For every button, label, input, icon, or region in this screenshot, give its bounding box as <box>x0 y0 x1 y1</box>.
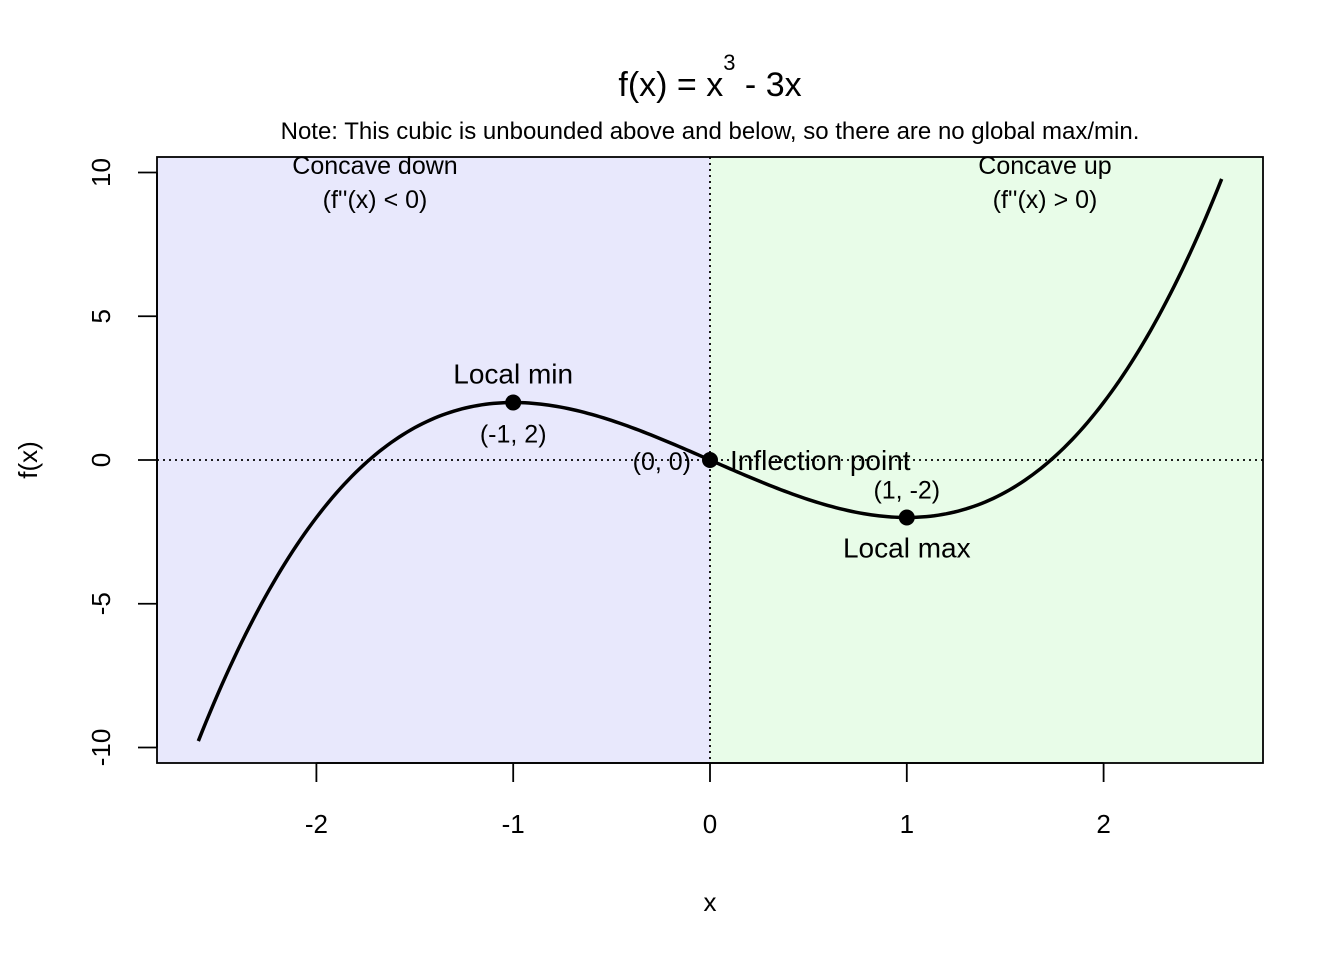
y-tick-label: 0 <box>86 453 116 467</box>
inflection-point-label: Inflection point <box>730 445 911 476</box>
inflection-point-marker <box>702 452 718 468</box>
local-min-label: Local min <box>453 359 573 390</box>
local-max-marker <box>898 509 915 526</box>
region-condition-concave-up: (f''(x) > 0) <box>993 186 1098 214</box>
x-axis: -2 -1 0 1 2 <box>305 762 1111 839</box>
x-tick-label: 2 <box>1096 809 1110 839</box>
x-tick-label: -1 <box>502 809 525 839</box>
critical-points: Local min (-1, 2) Inflection point (0, 0) Lo… <box>453 359 970 564</box>
y-tick-label: 10 <box>86 158 116 187</box>
y-axis-label: f(x) <box>13 441 43 479</box>
chart-title: f(x) = x3 - 3x <box>618 50 801 104</box>
inflection-point-coordinates: (0, 0) <box>633 448 691 476</box>
y-axis: -10 -5 0 5 10 <box>86 158 158 767</box>
local-max-label: Local max <box>843 532 971 563</box>
y-tick-label: 5 <box>86 309 116 323</box>
x-tick-label: -2 <box>305 809 328 839</box>
x-tick-label: 1 <box>900 809 914 839</box>
x-axis-label: x <box>704 887 717 917</box>
chart-subtitle: Note: This cubic is unbounded above and … <box>281 118 1140 145</box>
region-condition-concave-down: (f''(x) < 0) <box>323 186 428 214</box>
x-tick-label: 0 <box>703 809 717 839</box>
local-min-coordinates: (-1, 2) <box>480 421 547 449</box>
y-tick-label: -5 <box>86 592 116 615</box>
local-max-coordinates: (1, -2) <box>873 476 940 504</box>
y-tick-label: -10 <box>86 729 116 767</box>
local-min-marker <box>505 394 522 411</box>
